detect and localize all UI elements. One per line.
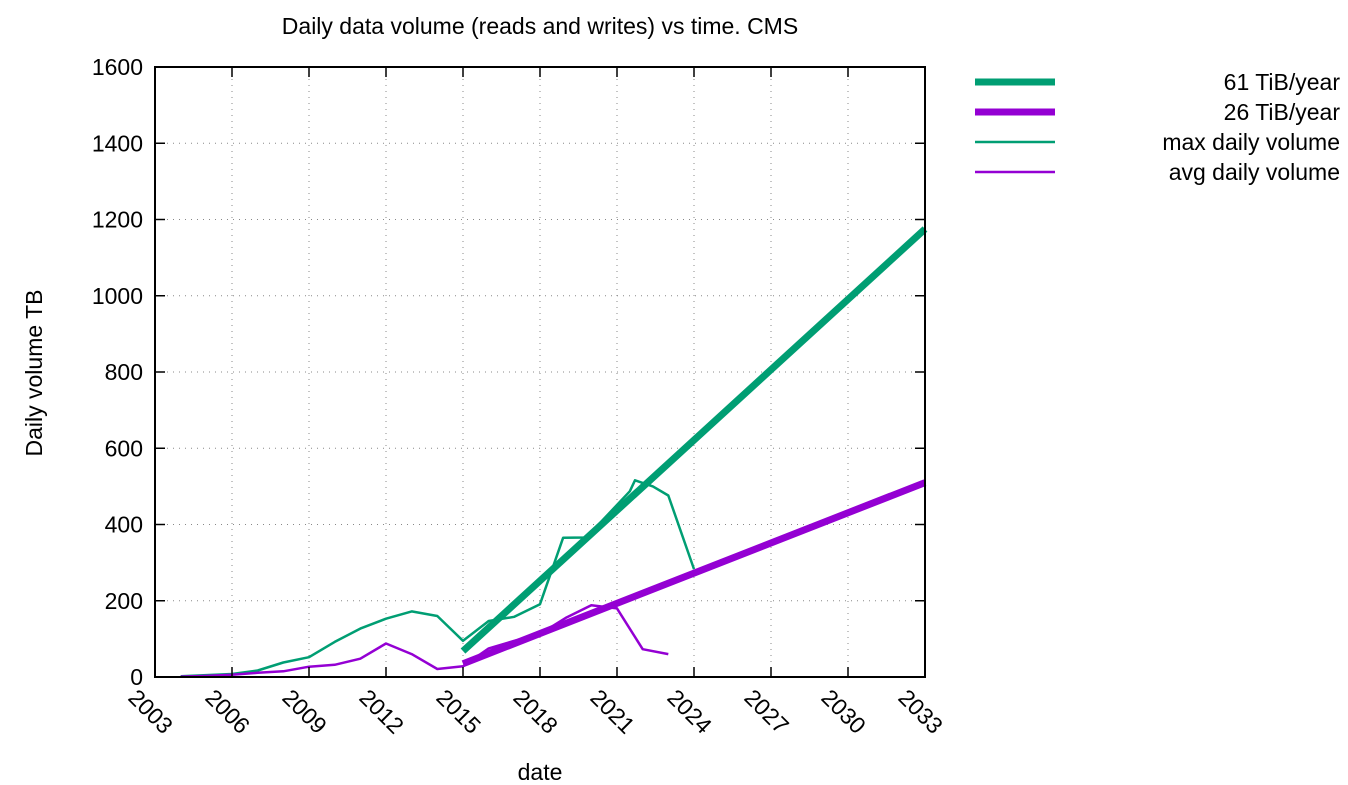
chart-title: Daily data volume (reads and writes) vs …: [282, 13, 798, 39]
y-tick-label: 1400: [92, 130, 143, 156]
x-axis-label: date: [518, 759, 563, 785]
series-line-2: [180, 479, 696, 678]
x-tick-label: 2009: [277, 684, 332, 739]
y-tick-label: 0: [130, 664, 143, 690]
series-line-3: [180, 604, 669, 678]
grid-lines: [155, 67, 925, 677]
axis-ticks: 2003 2006 2009 2012 2015 2018 2021 2024 2027 2030…: [92, 54, 948, 739]
series-line-1: [461, 479, 927, 667]
y-tick-label: 1000: [92, 283, 143, 309]
x-tick-label: 2024: [662, 684, 717, 739]
y-tick-label: 600: [105, 435, 143, 461]
legend-label: 26 TiB/year: [1224, 99, 1341, 125]
x-tick-label: 2012: [354, 684, 409, 739]
y-tick-label: 800: [105, 359, 143, 385]
y-tick-label: 200: [105, 588, 143, 614]
legend-label: 61 TiB/year: [1224, 69, 1341, 95]
y-tick-label: 1200: [92, 207, 143, 233]
x-tick-label: 2033: [893, 684, 948, 739]
y-tick-label: 1600: [92, 54, 143, 80]
series-layer: [180, 226, 928, 678]
y-axis-label: Daily volume TB: [21, 289, 47, 456]
legend: 61 TiB/year 26 TiB/year max daily volume av…: [975, 69, 1340, 185]
x-tick-label: 2003: [123, 684, 178, 739]
x-tick-label: 2030: [816, 684, 871, 739]
y-tick-label: 400: [105, 512, 143, 538]
legend-label: avg daily volume: [1169, 159, 1340, 185]
x-tick-label: 2015: [431, 684, 486, 739]
x-tick-label: 2006: [200, 684, 255, 739]
x-tick-label: 2021: [585, 684, 640, 739]
x-tick-label: 2018: [508, 684, 563, 739]
x-tick-label: 2027: [739, 684, 794, 739]
series-line-0: [460, 226, 928, 654]
legend-label: max daily volume: [1162, 129, 1340, 155]
